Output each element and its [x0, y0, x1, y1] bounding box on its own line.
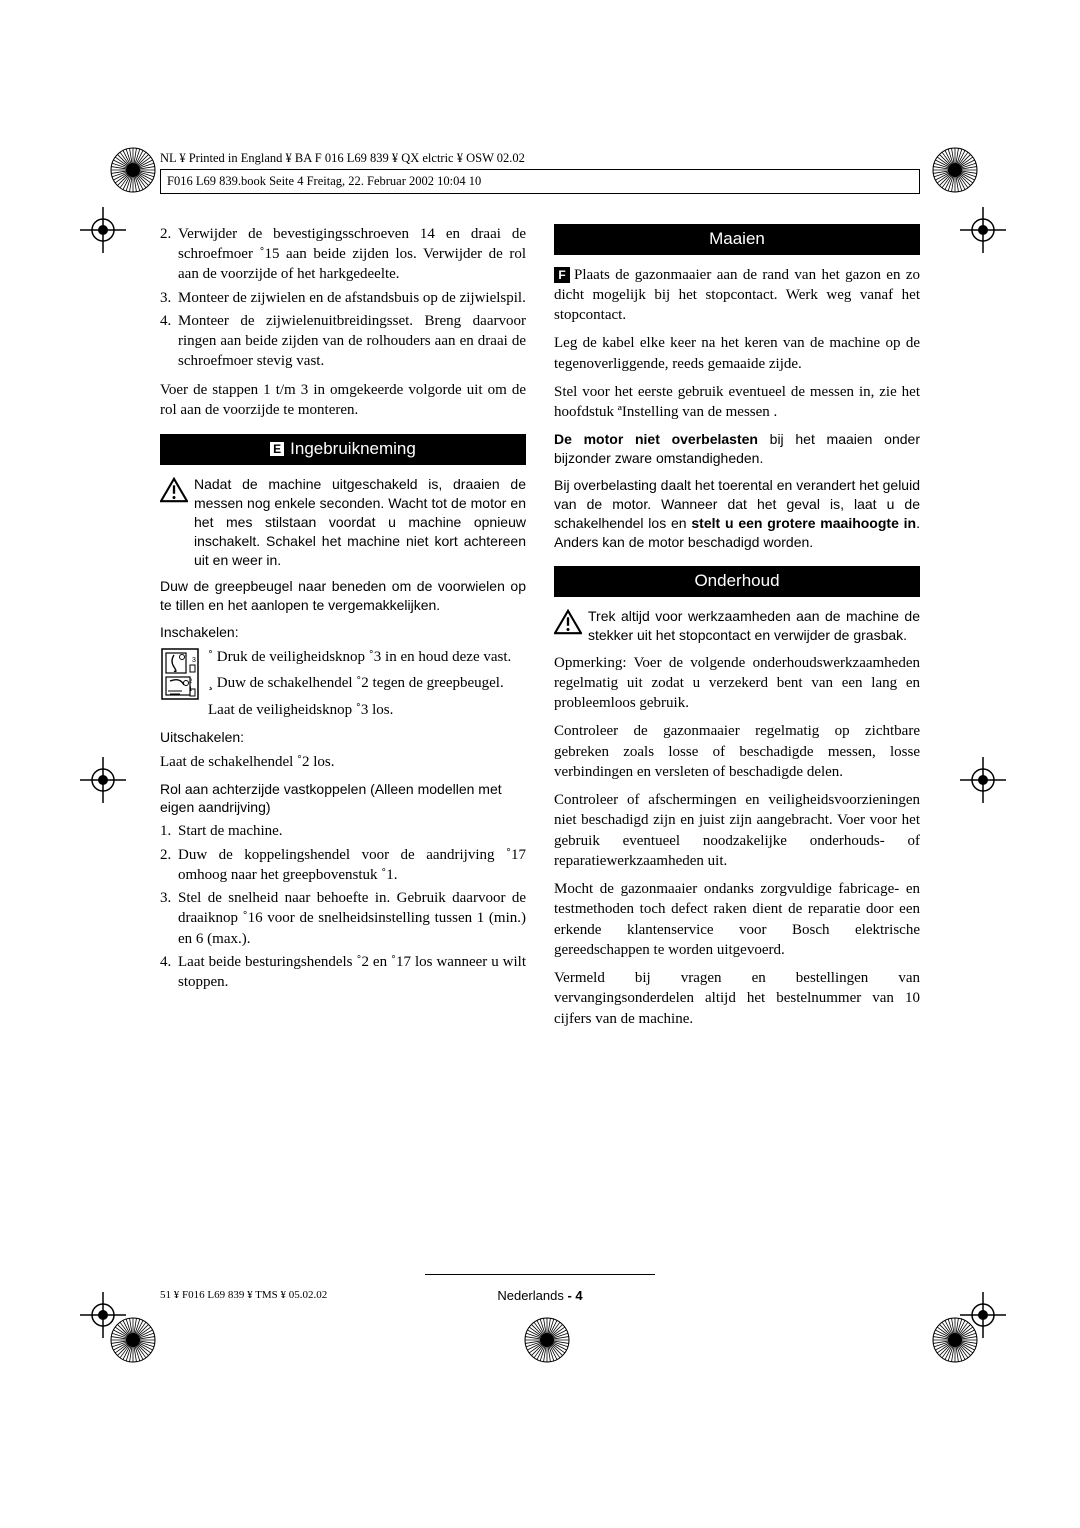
warning-text: Nadat de machine uitgeschakeld is, draai… [194, 475, 526, 569]
header-line-1: NL ¥ Printed in England ¥ BA F 016 L69 8… [160, 150, 920, 167]
paragraph: Controleer of afschermingen en veilighei… [554, 790, 920, 871]
section-heading-onderhoud: Onderhoud [554, 566, 920, 597]
section-title: Ingebruikneming [290, 439, 416, 458]
section-letter: E [270, 442, 284, 456]
svg-text:2: 2 [189, 679, 193, 685]
switch-step-text: Laat de veiligheidsknop ˚3 los. [208, 700, 526, 720]
subheading-uitschakelen: Uitschakelen: [160, 728, 526, 747]
registration-mark-icon [958, 755, 1008, 805]
list-text: Monteer de zijwielenuitbreidingsset. Bre… [178, 311, 526, 372]
switch-step: 3 2 1 ˚ Druk de veiligheidsknop ˚3 in en… [160, 647, 526, 720]
page-content: NL ¥ Printed in England ¥ BA F 016 L69 8… [160, 150, 920, 1037]
warning-icon [160, 475, 194, 569]
registration-mark-icon [930, 145, 980, 195]
paragraph: De motor niet overbelasten bij het maaie… [554, 430, 920, 468]
list-item: 4. Monteer de zijwielenuitbreidingsset. … [160, 311, 526, 372]
paragraph: Laat de schakelhendel ˚2 los. [160, 752, 526, 772]
warning-block: Nadat de machine uitgeschakeld is, draai… [160, 475, 526, 569]
paragraph: Vermeld bij vragen en bestellingen van v… [554, 968, 920, 1029]
footer-rule [425, 1274, 655, 1275]
list-item: 4. Laat beide besturingshendels ˚2 en ˚1… [160, 952, 526, 993]
left-column: 2. Verwijder de bevestigingsschroeven 14… [160, 224, 526, 1037]
section-letter-badge: F [554, 267, 570, 283]
switch-step-text: ˚ Druk de veiligheidsknop ˚3 in en houd … [208, 647, 526, 667]
subheading-inschakelen: Inschakelen: [160, 623, 526, 642]
list-text: Stel de snelheid naar behoefte in. Gebru… [178, 888, 526, 949]
registration-mark-icon [930, 1315, 980, 1365]
list-text: Duw de koppelingshendel voor de aandrijv… [178, 845, 526, 886]
paragraph: Controleer de gazonmaaier regelmatig op … [554, 721, 920, 782]
list-item: 3. Monteer de zijwielen en de afstandsbu… [160, 288, 526, 308]
paragraph: Leg de kabel elke keer na het keren van … [554, 333, 920, 374]
list-text: Monteer de zijwielen en de afstandsbuis … [178, 288, 526, 308]
paragraph: Opmerking: Voer de volgende onderhoudswe… [554, 653, 920, 714]
list-number: 4. [160, 311, 178, 372]
paragraph: Duw de greepbeugel naar beneden om de vo… [160, 577, 526, 615]
list-item: 2. Duw de koppelingshendel voor de aandr… [160, 845, 526, 886]
registration-mark-icon [78, 755, 128, 805]
list-number: 1. [160, 821, 178, 841]
paragraph: Bij overbelasting daalt het toerental en… [554, 476, 920, 552]
list-text: Verwijder de bevestigingsschroeven 14 en… [178, 224, 526, 285]
list-number: 3. [160, 288, 178, 308]
footer-page-number: Nederlands - 4 [497, 1287, 582, 1305]
switch-step-text: ¸ Duw de schakelhendel ˚2 tegen de greep… [208, 673, 526, 693]
list-item: 2. Verwijder de bevestigingsschroeven 14… [160, 224, 526, 285]
list-number: 2. [160, 845, 178, 886]
list-number: 3. [160, 888, 178, 949]
list-text: Laat beide besturingshendels ˚2 en ˚17 l… [178, 952, 526, 993]
registration-mark-icon [522, 1315, 572, 1365]
paragraph: Mocht de gazonmaaier ondanks zorgvuldige… [554, 879, 920, 960]
list-item: 3. Stel de snelheid naar behoefte in. Ge… [160, 888, 526, 949]
paragraph: Voer de stappen 1 t/m 3 in omgekeerde vo… [160, 380, 526, 421]
warning-text: Trek altijd voor werkzaamheden aan de ma… [588, 607, 920, 645]
list-number: 2. [160, 224, 178, 285]
list-number: 4. [160, 952, 178, 993]
switch-diagram-icon: 3 2 1 [160, 647, 208, 720]
paragraph: Stel voor het eerste gebruik eventueel d… [554, 382, 920, 423]
list-text: Start de machine. [178, 821, 526, 841]
svg-text:3: 3 [192, 657, 196, 664]
registration-mark-icon [108, 145, 158, 195]
section-heading-maaien: Maaien [554, 224, 920, 255]
footer-left-text: 51 ¥ F016 L69 839 ¥ TMS ¥ 05.02.02 [160, 1288, 327, 1303]
warning-icon [554, 607, 588, 645]
page-footer: 51 ¥ F016 L69 839 ¥ TMS ¥ 05.02.02 Neder… [160, 1288, 920, 1303]
registration-mark-icon [958, 205, 1008, 255]
subheading-rol: Rol aan achterzijde vastkoppelen (Alleen… [160, 780, 526, 816]
warning-block: Trek altijd voor werkzaamheden aan de ma… [554, 607, 920, 645]
right-column: Maaien FPlaats de gazonmaaier aan de ran… [554, 224, 920, 1037]
two-column-layout: 2. Verwijder de bevestigingsschroeven 14… [160, 224, 920, 1037]
list-item: 1. Start de machine. [160, 821, 526, 841]
paragraph: FPlaats de gazonmaaier aan de rand van h… [554, 265, 920, 326]
section-heading-ingebruikneming: E Ingebruikneming [160, 434, 526, 465]
registration-mark-icon [108, 1315, 158, 1365]
header-box: F016 L69 839.book Seite 4 Freitag, 22. F… [160, 169, 920, 194]
registration-mark-icon [78, 205, 128, 255]
